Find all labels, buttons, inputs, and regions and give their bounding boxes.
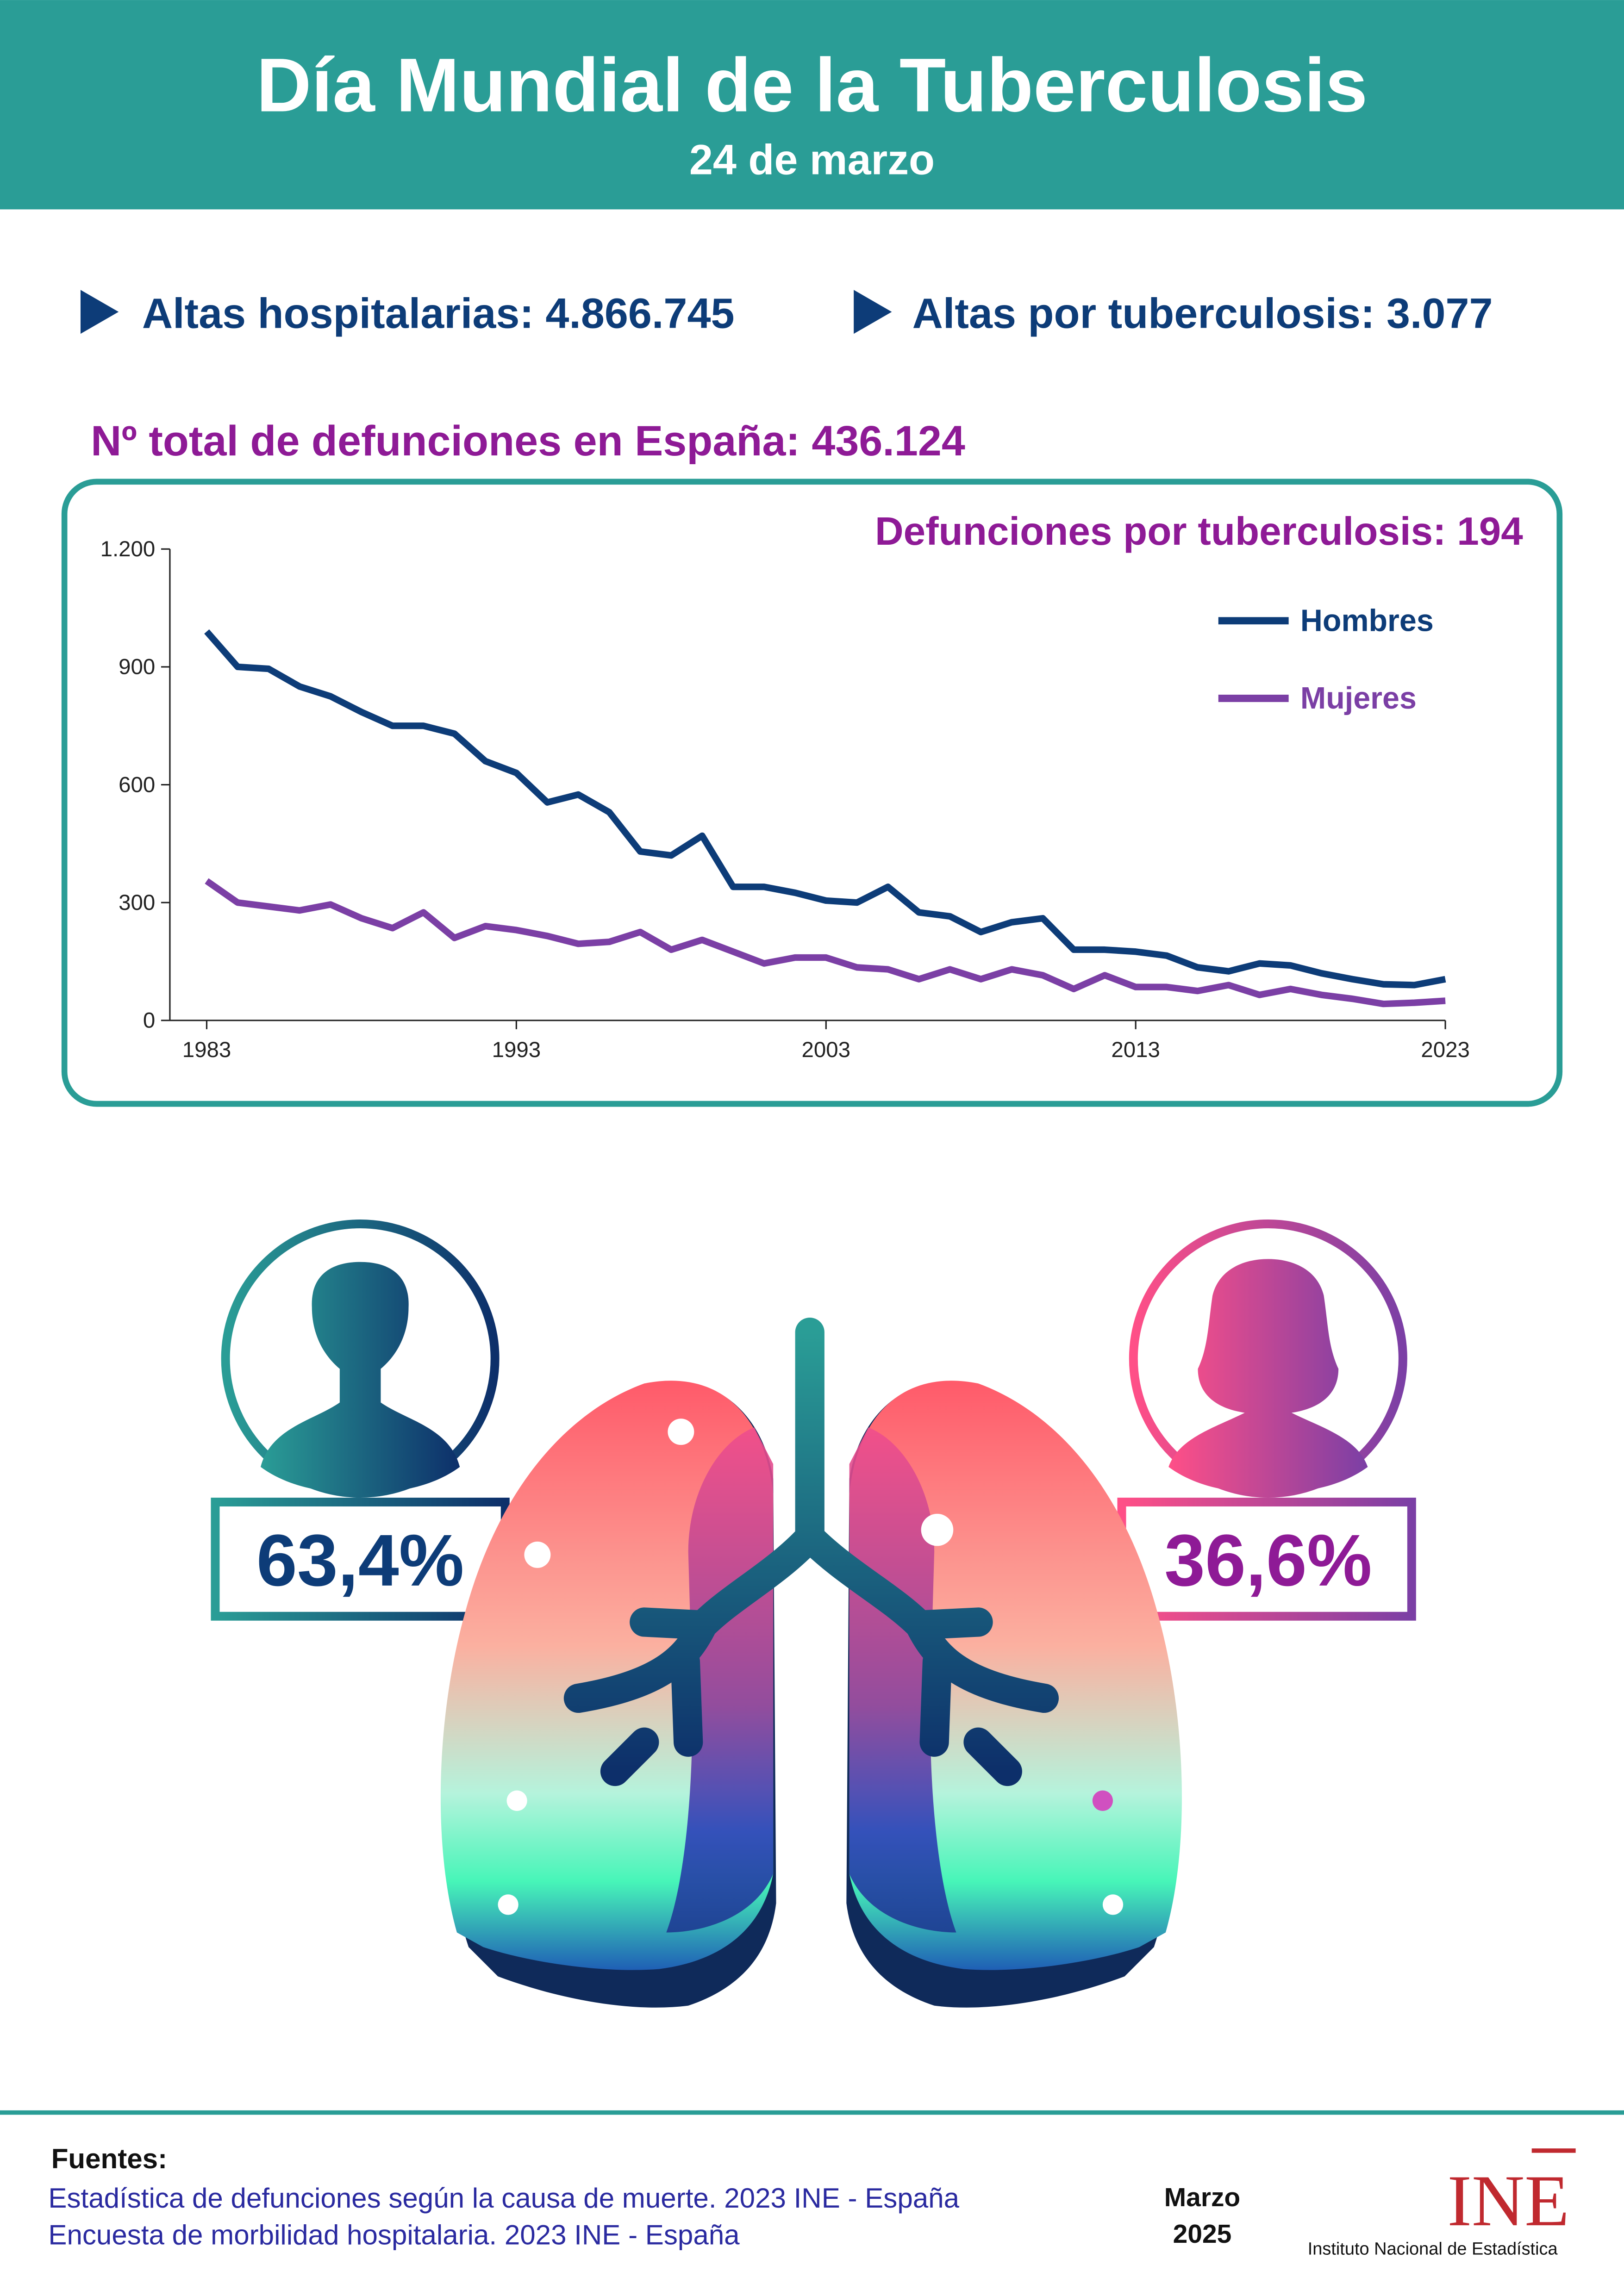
bullet (80, 290, 119, 334)
title: Día Mundial de la Tuberculosis (256, 42, 1368, 127)
source: Encuesta de morbilidad hospitalaria. 202… (48, 2219, 740, 2250)
bullet (854, 290, 892, 334)
women-share-box (1117, 1498, 1416, 1621)
stat: Altas por tuberculosis: 3.077 (912, 290, 1493, 337)
x-tick-label: 2013 (1111, 1038, 1160, 1062)
total-deaths: Nº total de defunciones en España: 436.1… (91, 417, 965, 465)
men-share: 63,4% (256, 1519, 464, 1601)
x-tick-label: 2023 (1421, 1038, 1470, 1062)
source: Estadística de defunciones según la caus… (48, 2183, 959, 2214)
legend-label: Mujeres (1300, 681, 1417, 716)
y-tick-label: 1.200 (100, 537, 156, 561)
header-band (0, 0, 1624, 210)
plot: 0 300 600 900 1.200 1983 1993 2003 2013 2023 Hombr… (100, 537, 1470, 1062)
line-series (205, 878, 1446, 1008)
y-tick-label: 0 (143, 1008, 155, 1033)
man-silhouette (261, 1262, 460, 1493)
institution: Instituto Nacional de Estadística (1308, 2239, 1558, 2259)
legend-label: Hombres (1300, 604, 1434, 638)
women-share: 36,6% (1164, 1519, 1372, 1601)
sources-title: Fuentes: (51, 2143, 167, 2174)
y-tick-label: 300 (119, 890, 155, 915)
stat: Altas hospitalarias: 4.866.745 (142, 290, 735, 337)
man-circle (221, 1220, 500, 1498)
y-tick-label: 900 (119, 655, 155, 679)
line-series (204, 629, 1446, 989)
woman-silhouette (1168, 1259, 1368, 1493)
logo: INE (1447, 2160, 1569, 2241)
date-year: 2025 (1173, 2219, 1232, 2249)
date-month: Marzo (1164, 2183, 1240, 2212)
x-tick-label: 2003 (802, 1038, 851, 1062)
subtitle: 24 de marzo (689, 136, 935, 183)
lungs (440, 1317, 1182, 2008)
chart-frame (61, 479, 1563, 1107)
chart-title: Defunciones por tuberculosis: 194 (875, 510, 1523, 554)
x-tick-label: 1983 (182, 1038, 231, 1062)
y-tick-label: 600 (119, 772, 155, 797)
woman-circle (1129, 1220, 1407, 1498)
x-tick-label: 1993 (492, 1038, 541, 1062)
